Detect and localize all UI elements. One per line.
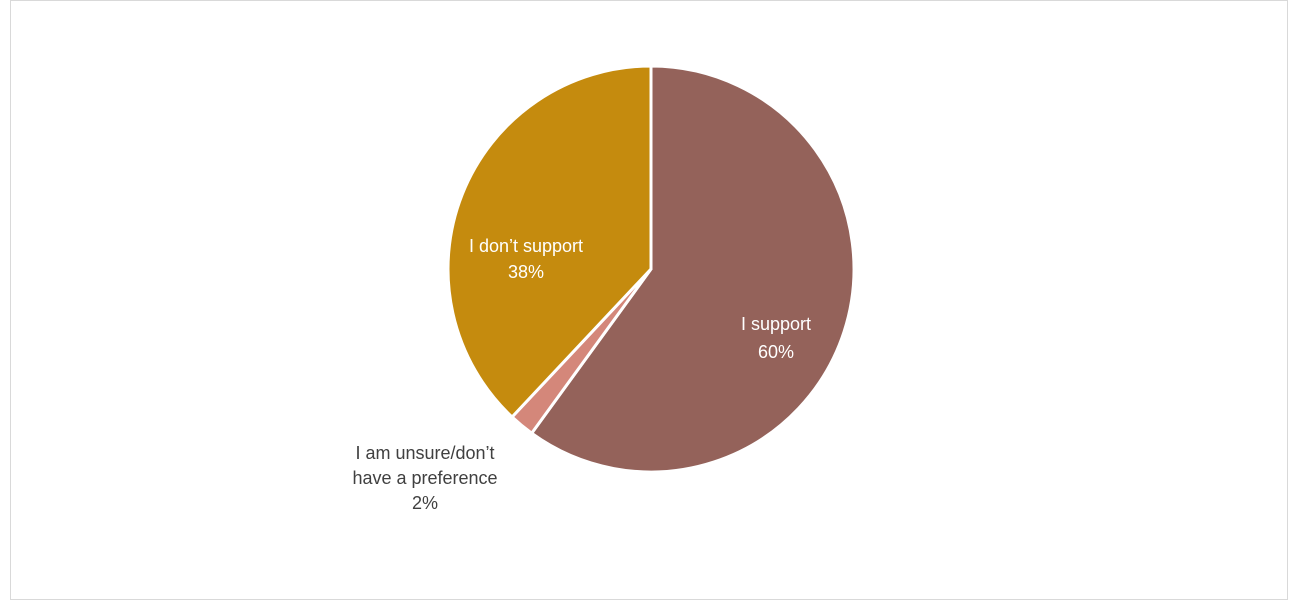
slice-label-i-dont-support: I don’t support 38% (469, 236, 583, 282)
slice-value-label-unsure: 2% (412, 493, 438, 513)
pie-slices (446, 64, 856, 474)
slice-value-label-i-dont-support: 38% (508, 262, 544, 282)
pie-slice-0 (530, 64, 856, 474)
slice-label-text-i-support: I support (741, 314, 811, 334)
pie-slice-2 (446, 64, 653, 419)
slice-label-text-i-dont-support: I don’t support (469, 236, 583, 256)
slice-label-text-unsure-line-1: I am unsure/don’t (355, 443, 494, 463)
slice-label-i-support: I support 60% (741, 314, 811, 362)
slice-value-label-i-support: 60% (758, 342, 794, 362)
pie-chart: I support 60% I am unsure/don’t have a p… (352, 64, 856, 513)
slice-label-unsure: I am unsure/don’t have a preference 2% (352, 443, 497, 513)
slice-label-text-unsure-line-2: have a preference (352, 468, 497, 488)
